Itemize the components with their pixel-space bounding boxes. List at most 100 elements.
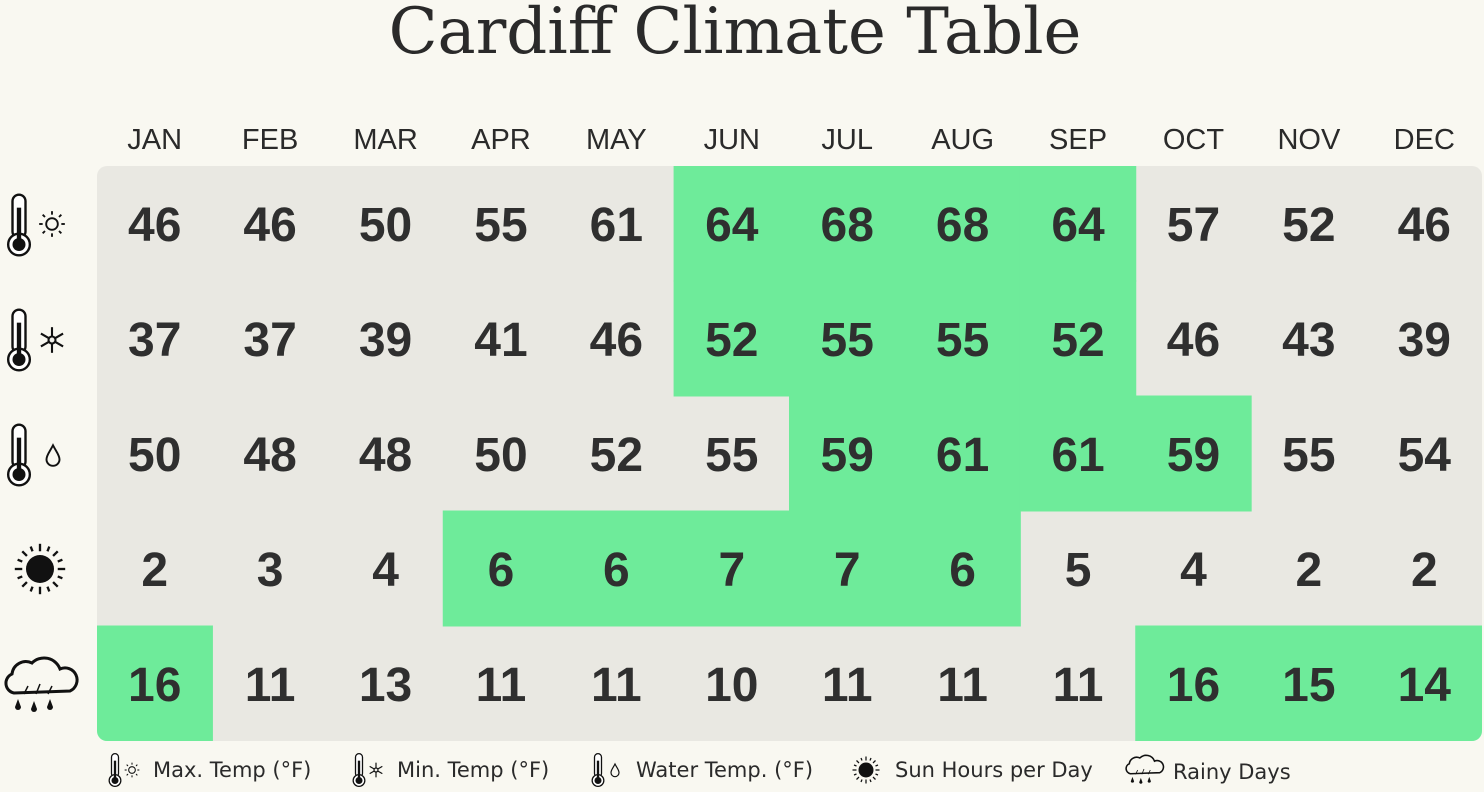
cell-value: 39	[359, 314, 412, 367]
cell-value: 48	[243, 429, 296, 482]
cell-value: 50	[474, 429, 527, 482]
highlight-cell	[97, 625, 213, 741]
legend-icon	[369, 762, 383, 778]
cell-value: 39	[1398, 314, 1451, 367]
cell-value: 11	[1053, 659, 1104, 712]
cell-value: 4	[1180, 544, 1207, 597]
icon-water-temp	[6, 423, 32, 487]
icon-max-temp	[6, 193, 32, 257]
cell-value: 55	[1282, 429, 1335, 482]
cell-value: 2	[1296, 544, 1323, 597]
highlight-cell	[1019, 280, 1137, 397]
highlight-cell	[789, 510, 906, 627]
month-header: AUG	[931, 124, 994, 156]
icon-drop	[45, 444, 61, 467]
legend-icon	[108, 753, 122, 787]
month-header: NOV	[1277, 124, 1341, 156]
legend: Max. Temp (°F) Min. Temp (°F) Water Temp…	[108, 753, 1291, 787]
icon-snow	[39, 326, 65, 354]
cell-value: 59	[821, 429, 874, 482]
cell-value: 52	[590, 429, 643, 482]
cell-value: 4	[372, 544, 399, 597]
cell-value: 2	[141, 544, 168, 597]
month-header: JAN	[127, 124, 182, 156]
cell-value: 11	[591, 659, 642, 712]
highlight-cell	[789, 395, 906, 512]
highlight-cell	[1135, 625, 1252, 741]
month-header: APR	[471, 124, 531, 156]
cell-value: 10	[705, 659, 758, 712]
cell-value: 64	[705, 199, 759, 252]
cell-value: 11	[937, 659, 988, 712]
highlight-cell	[904, 280, 1021, 397]
highlight-cell	[904, 395, 1021, 512]
cell-value: 7	[834, 544, 861, 597]
icon-min-temp	[6, 308, 32, 372]
legend-icon	[591, 753, 605, 787]
cell-value: 61	[1051, 429, 1104, 482]
month-header: MAR	[353, 124, 417, 156]
month-header: OCT	[1163, 124, 1225, 156]
cell-value: 57	[1167, 199, 1220, 252]
cell-value: 46	[243, 199, 296, 252]
icon-sun	[38, 210, 66, 238]
legend-label: Sun Hours per Day	[895, 758, 1093, 782]
cell-value: 43	[1282, 314, 1335, 367]
cell-value: 48	[359, 429, 412, 482]
legend-icon	[352, 753, 366, 787]
cell-value: 55	[936, 314, 989, 367]
highlight-cell	[673, 166, 790, 282]
month-header: JUN	[704, 124, 760, 156]
highlight-cell	[904, 510, 1021, 627]
cell-value: 15	[1282, 659, 1335, 712]
cell-value: 54	[1398, 429, 1452, 482]
cell-value: 11	[822, 659, 873, 712]
highlight-cell	[789, 166, 906, 282]
cell-value: 16	[1167, 659, 1220, 712]
month-header: DEC	[1394, 124, 1455, 156]
cell-value: 37	[243, 314, 296, 367]
cell-value: 11	[245, 659, 296, 712]
title: Cardiff Climate Table	[389, 0, 1082, 69]
cell-value: 2	[1411, 544, 1438, 597]
highlight-cell	[673, 280, 790, 397]
highlight-cell	[789, 280, 906, 397]
cell-value: 5	[1065, 544, 1092, 597]
highlight-cell	[673, 510, 790, 627]
cell-value: 68	[821, 199, 874, 252]
cell-value: 68	[936, 199, 989, 252]
highlight-cell	[1019, 166, 1137, 282]
table-body	[97, 166, 1482, 741]
icon-rainy	[4, 656, 79, 714]
cell-value: 46	[1398, 199, 1451, 252]
month-header: SEP	[1049, 124, 1107, 156]
cell-value: 6	[603, 544, 630, 597]
row-icons	[4, 193, 79, 714]
highlight-cell	[1366, 625, 1482, 741]
cell-value: 46	[1167, 314, 1220, 367]
cell-value: 37	[128, 314, 181, 367]
cell-value: 16	[128, 659, 181, 712]
legend-icon	[851, 755, 881, 785]
cell-value: 55	[705, 429, 758, 482]
cell-value: 50	[128, 429, 181, 482]
highlight-cell	[1250, 625, 1368, 741]
cell-value: 46	[128, 199, 181, 252]
highlight-cell	[1019, 395, 1137, 512]
cell-value: 6	[488, 544, 515, 597]
cell-value: 50	[359, 199, 412, 252]
cell-value: 52	[1051, 314, 1104, 367]
icon-sun-hours	[13, 542, 67, 596]
cell-value: 52	[705, 314, 758, 367]
cell-value: 11	[476, 659, 527, 712]
cell-value: 55	[821, 314, 874, 367]
cell-value: 64	[1051, 199, 1105, 252]
month-header: JUL	[821, 124, 873, 156]
month-header: FEB	[242, 124, 298, 156]
cell-value: 3	[257, 544, 284, 597]
cell-value: 6	[949, 544, 976, 597]
cell-value: 52	[1282, 199, 1335, 252]
